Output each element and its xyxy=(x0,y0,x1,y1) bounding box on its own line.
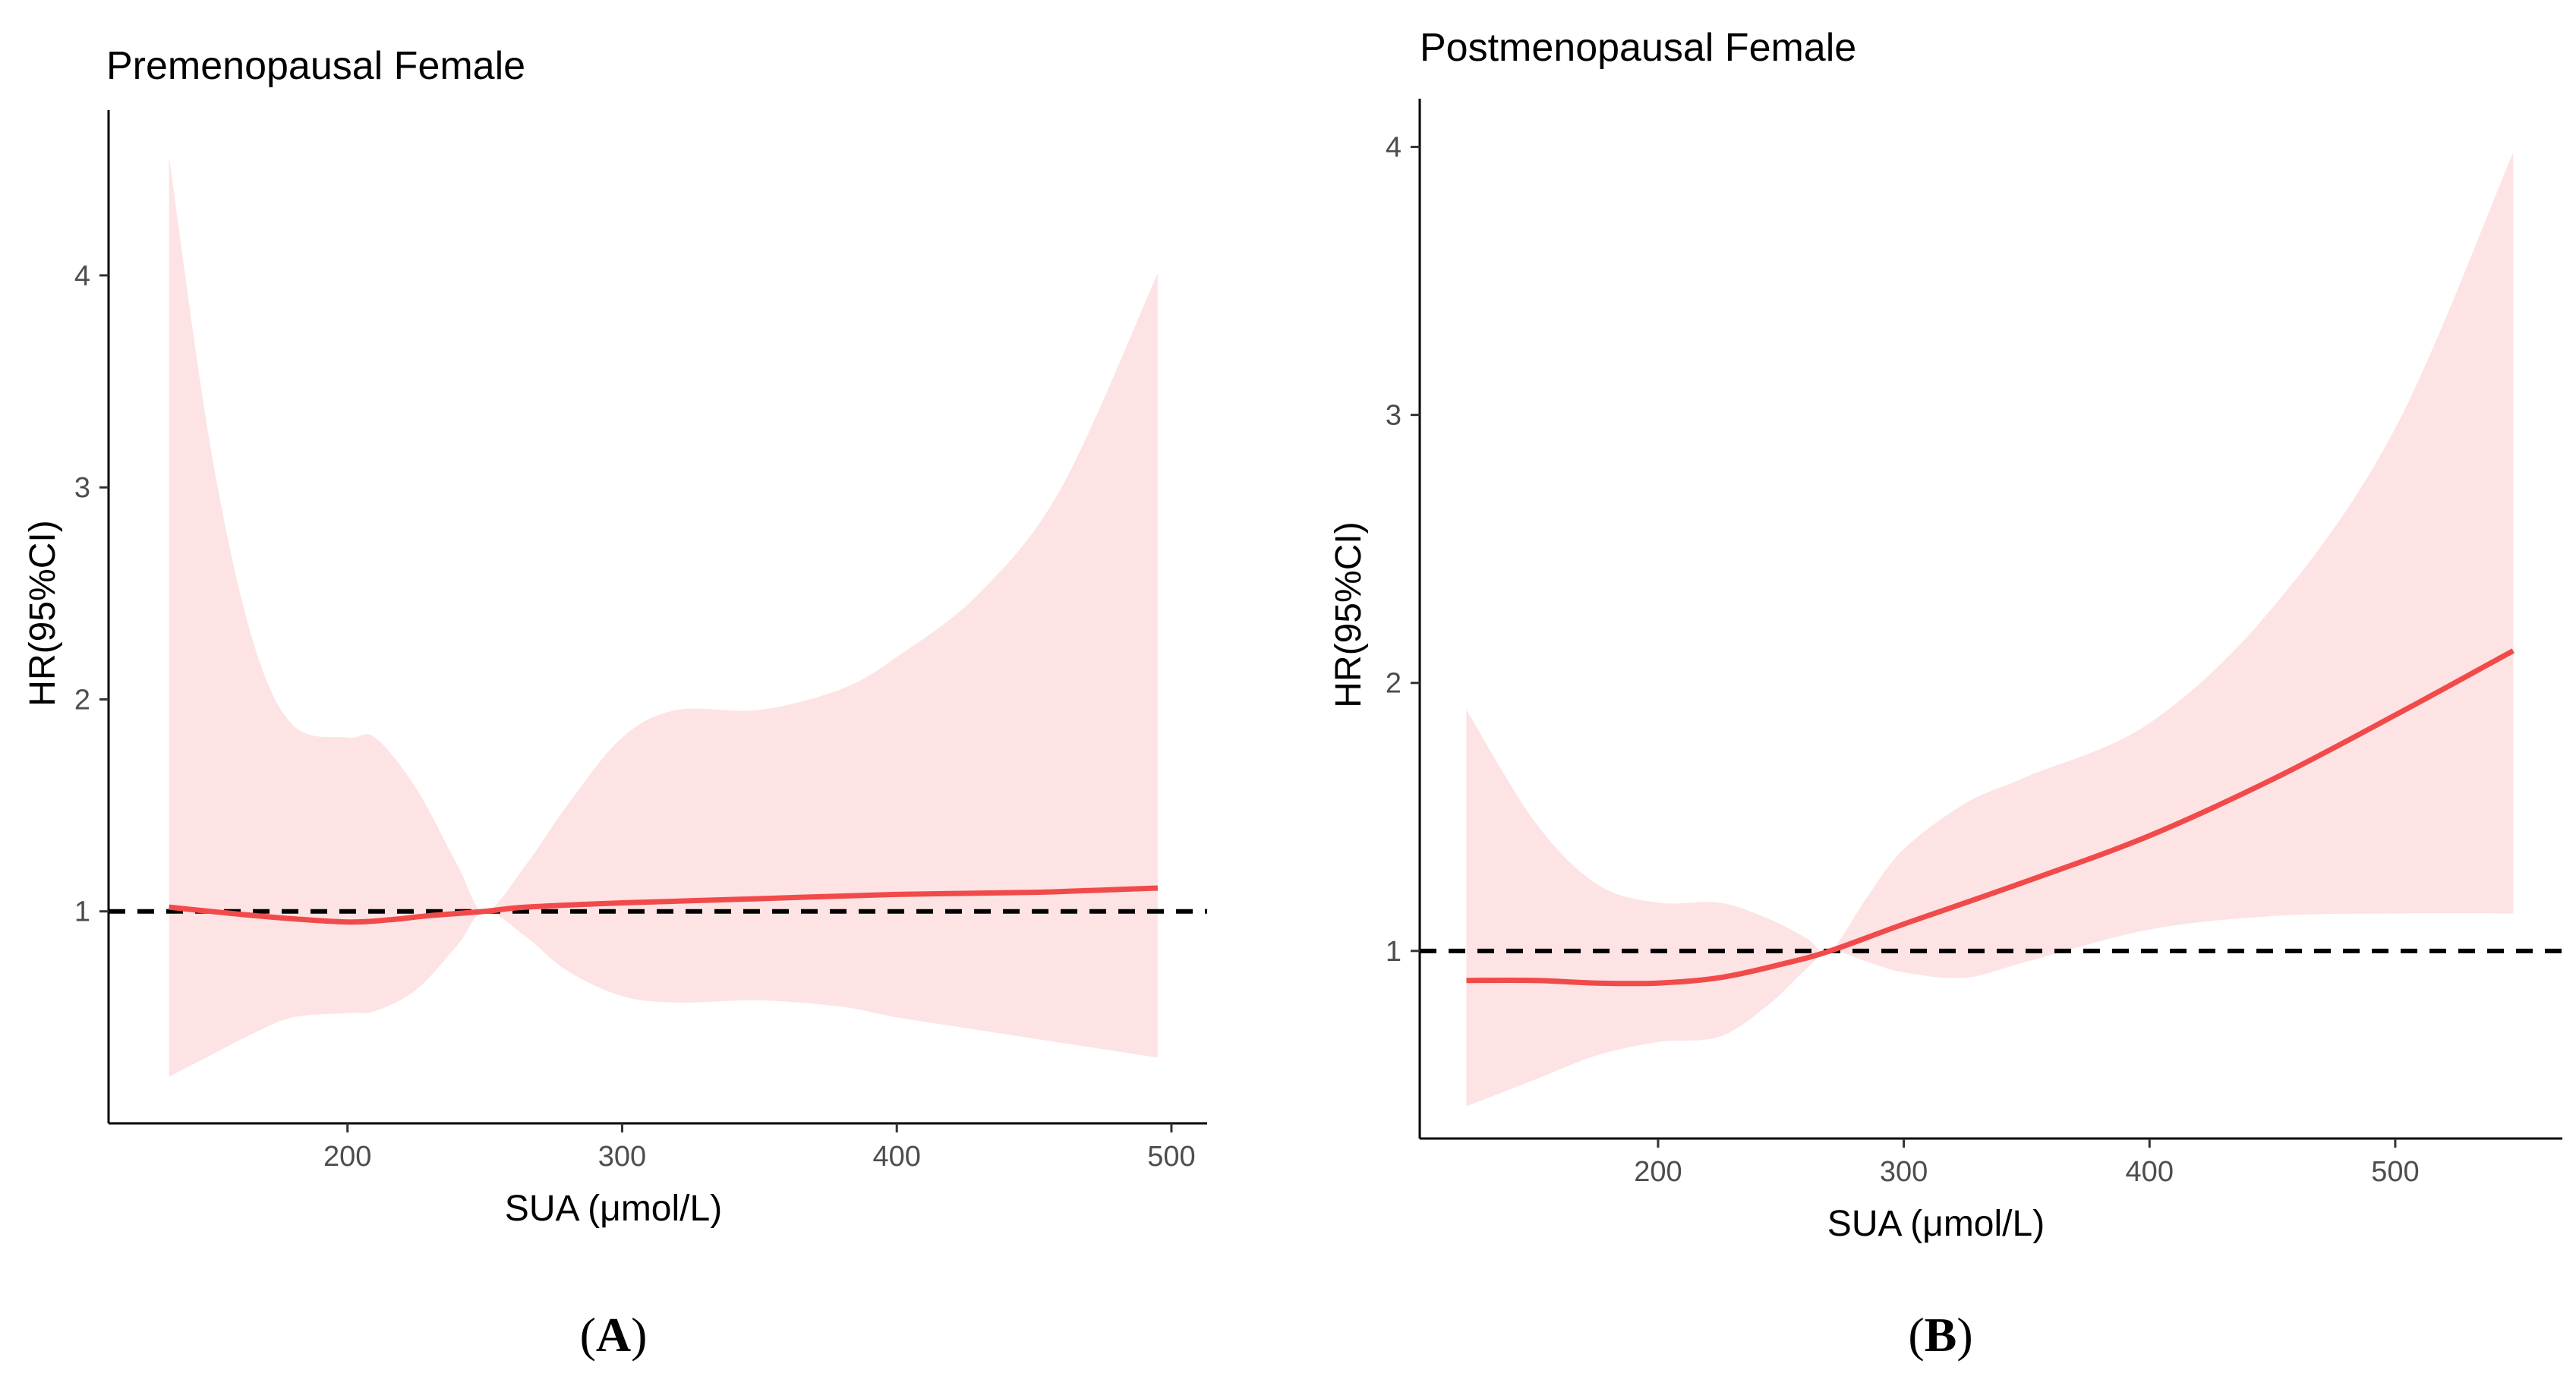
chart-a-title: Premenopausal Female xyxy=(106,44,525,88)
y-tick-label: 3 xyxy=(74,472,90,504)
y-tick-label: 4 xyxy=(1386,132,1402,164)
x-tick-label: 500 xyxy=(2371,1156,2419,1188)
panel-a: Premenopausal Female 1 2 3 4 200 300 400 500 S… xyxy=(23,44,1207,1362)
chart-b-ci-band xyxy=(1466,152,2514,1107)
chart-b-x-label: SUA (μmol/L) xyxy=(1827,1204,2045,1244)
chart-a-x-label: SUA (μmol/L) xyxy=(505,1189,722,1229)
chart-a-y-ticks: 1 2 3 4 xyxy=(74,260,109,928)
chart-b-y-ticks: 1 2 3 4 xyxy=(1386,132,1420,968)
chart-a-x-ticks: 200 300 400 500 xyxy=(323,1123,1196,1173)
y-tick-label: 1 xyxy=(1386,936,1402,968)
x-tick-label: 200 xyxy=(1634,1156,1682,1188)
chart-a-panel-letter: A xyxy=(596,1308,631,1362)
chart-b-panel-caption: (B) xyxy=(1908,1308,1972,1362)
y-tick-label: 2 xyxy=(1386,668,1402,700)
y-tick-label: 2 xyxy=(74,684,90,716)
x-tick-label: 500 xyxy=(1147,1141,1195,1173)
x-tick-label: 300 xyxy=(598,1141,646,1173)
chart-a-panel-caption: (A) xyxy=(580,1308,648,1362)
chart-b-title: Postmenopausal Female xyxy=(1420,26,1856,70)
chart-a-ci-band xyxy=(169,156,1158,1077)
chart-b-x-ticks: 200 300 400 500 xyxy=(1634,1139,2420,1188)
chart-a-y-label: HR(95%CI) xyxy=(23,520,63,706)
x-tick-label: 300 xyxy=(1880,1156,1928,1188)
chart-b-y-label: HR(95%CI) xyxy=(1329,521,1369,707)
chart-a-hr-line xyxy=(169,885,1159,925)
y-tick-label: 4 xyxy=(74,260,90,292)
x-tick-label: 200 xyxy=(323,1141,371,1173)
x-tick-label: 400 xyxy=(873,1141,921,1173)
y-tick-label: 3 xyxy=(1386,400,1402,432)
x-tick-label: 400 xyxy=(2126,1156,2174,1188)
chart-b-hr-line xyxy=(1466,648,2515,987)
chart-b-panel-letter: B xyxy=(1925,1308,1957,1362)
y-tick-label: 1 xyxy=(74,896,90,928)
